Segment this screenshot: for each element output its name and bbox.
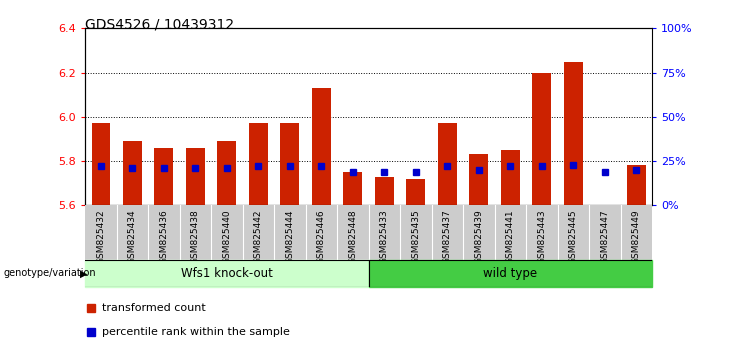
Text: GSM825440: GSM825440 — [222, 210, 231, 264]
Bar — [438, 124, 456, 205]
Bar — [92, 124, 110, 205]
Text: transformed count: transformed count — [102, 303, 206, 313]
Bar — [627, 165, 646, 205]
Bar — [532, 73, 551, 205]
Text: GSM825443: GSM825443 — [537, 210, 546, 264]
Bar — [344, 172, 362, 205]
Bar — [501, 150, 520, 205]
Text: GSM825447: GSM825447 — [600, 210, 609, 264]
Bar — [249, 124, 268, 205]
Text: genotype/variation: genotype/variation — [4, 268, 96, 279]
Text: GSM825438: GSM825438 — [191, 210, 200, 264]
Text: GSM825448: GSM825448 — [348, 210, 357, 264]
Bar — [312, 88, 330, 205]
Bar — [218, 141, 236, 205]
Text: GSM825434: GSM825434 — [128, 210, 137, 264]
Text: wild type: wild type — [483, 267, 537, 280]
Bar — [470, 154, 488, 205]
Bar — [375, 177, 393, 205]
Text: GSM825439: GSM825439 — [474, 210, 483, 264]
Text: GSM825432: GSM825432 — [96, 210, 105, 264]
Bar — [186, 148, 205, 205]
Text: GSM825446: GSM825446 — [317, 210, 326, 264]
Text: GDS4526 / 10439312: GDS4526 / 10439312 — [85, 18, 234, 32]
Text: percentile rank within the sample: percentile rank within the sample — [102, 327, 290, 337]
Text: GSM825445: GSM825445 — [569, 210, 578, 264]
Text: GSM825435: GSM825435 — [411, 210, 420, 264]
Text: GSM825441: GSM825441 — [506, 210, 515, 264]
Bar — [154, 148, 173, 205]
Bar — [280, 124, 299, 205]
Text: GSM825442: GSM825442 — [254, 210, 263, 264]
Bar — [564, 62, 582, 205]
Text: GSM825437: GSM825437 — [443, 210, 452, 264]
Text: Wfs1 knock-out: Wfs1 knock-out — [181, 267, 273, 280]
Text: GSM825444: GSM825444 — [285, 210, 294, 264]
Bar — [368, 260, 652, 287]
Bar — [406, 179, 425, 205]
Text: GSM825436: GSM825436 — [159, 210, 168, 264]
Text: GSM825449: GSM825449 — [632, 210, 641, 264]
Bar — [85, 260, 369, 287]
Text: GSM825433: GSM825433 — [380, 210, 389, 264]
Text: ▶: ▶ — [80, 268, 87, 279]
Bar — [123, 141, 142, 205]
